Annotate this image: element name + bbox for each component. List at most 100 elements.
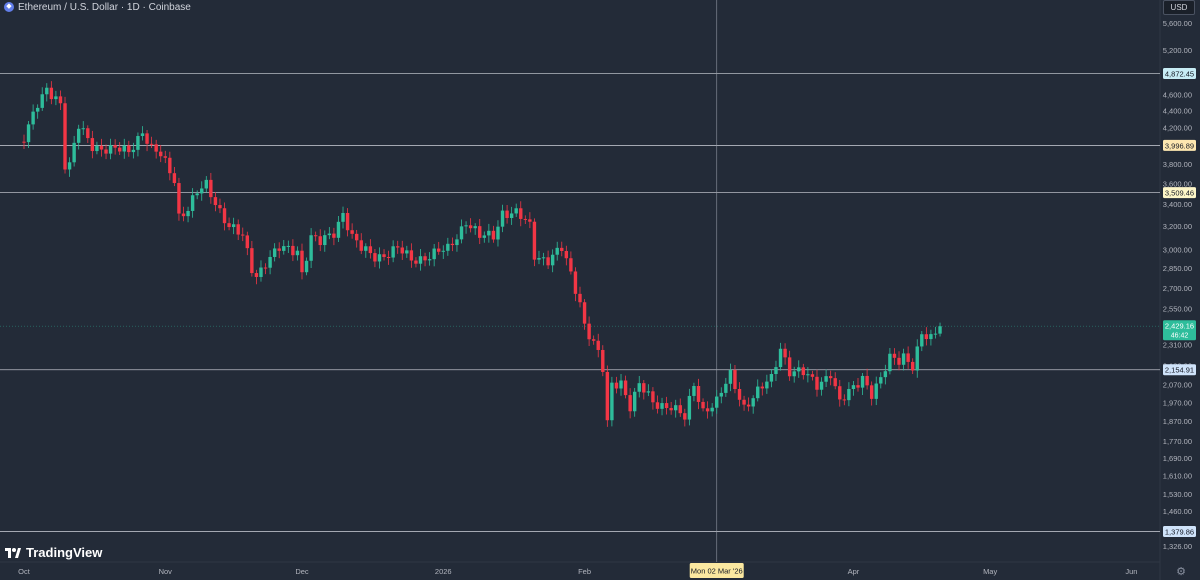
candle [418,249,423,271]
y-tick-label: 1,770.00 [1163,437,1192,446]
candle [778,342,783,371]
candle [655,395,660,414]
candle [710,403,714,417]
candle-body [455,239,459,246]
candle-body [933,333,938,335]
candle [204,176,208,193]
candle-body [920,334,924,347]
candle-body [168,157,172,174]
y-tick-label: 2,700.00 [1163,284,1192,293]
candle [810,370,815,381]
candle-body [400,247,404,254]
candle [159,144,163,163]
candle [865,368,869,390]
candle [473,223,477,235]
candle [350,223,354,239]
candle-body [500,210,505,227]
candle [213,192,218,212]
y-tick-label: 2,070.00 [1163,380,1192,389]
y-tick-label: 5,600.00 [1163,19,1192,28]
candle [450,237,455,252]
y-tick-label: 3,600.00 [1163,179,1192,188]
candle-body [879,377,883,384]
candle [154,139,158,159]
candle-body [204,179,208,189]
candle-body [865,375,869,386]
candle [828,370,833,386]
last-price-tag [1163,320,1196,341]
candle [491,225,496,243]
candle [227,217,231,231]
candle [619,374,623,396]
candle [245,231,250,256]
candle-body [396,246,400,248]
candle-body [569,258,573,272]
candle-body [906,353,910,362]
candle [546,250,550,270]
candle [596,333,600,358]
candle [555,241,559,261]
candle-body [227,223,231,228]
candle [455,234,459,252]
candle-body [897,357,901,365]
y-tick-label: 1,970.00 [1163,398,1192,407]
candle [623,375,628,399]
candle [295,246,300,261]
candle-body [450,243,455,246]
candle [642,380,646,400]
candle-body [473,226,477,229]
candle [118,142,122,156]
candle-body [427,259,432,261]
level-price-label: 3,509.46 [1165,189,1194,198]
candle-body [86,128,90,139]
last-price-countdown: 46:42 [1171,333,1189,340]
candle [127,140,131,157]
candle [929,329,933,346]
candle-body [40,94,44,108]
candle [614,376,619,394]
candle-body [537,258,541,260]
candle-body [327,233,332,236]
candle [31,104,35,130]
candle [888,347,892,375]
candle-body [509,213,514,218]
candle [765,374,769,394]
candle [769,368,774,388]
gear-icon[interactable]: ⚙ [1176,566,1186,578]
candle [719,387,723,404]
currency-button[interactable]: USD [1163,0,1195,15]
x-tick-label: Apr [848,567,860,576]
candle-body [842,399,847,401]
candle-body [218,205,222,209]
candle-body [724,383,728,393]
candle [860,372,865,395]
candle-body [610,382,614,421]
candle-body [309,235,313,261]
candle-body [163,156,167,158]
candle-body [719,392,723,397]
candle-body [678,405,682,414]
candle-body [929,334,933,340]
candle-body [792,371,796,377]
candle [136,132,140,157]
tradingview-logo-icon [5,547,21,558]
candle-body [674,405,678,411]
candle [222,202,227,231]
candle [605,365,610,427]
candle-body [806,374,810,376]
candle [674,399,678,418]
candle-body [737,389,742,400]
candle-body [646,391,651,393]
candle [391,240,395,263]
level-price-label: 3,996.89 [1165,141,1194,150]
candle-body [660,403,664,409]
candle-body [368,246,373,254]
tradingview-logo[interactable]: TradingView [5,545,102,560]
candle [910,358,915,375]
candle [99,138,104,157]
y-tick-label: 3,400.00 [1163,200,1192,209]
candle-body [145,133,149,144]
candle-body [710,407,714,412]
